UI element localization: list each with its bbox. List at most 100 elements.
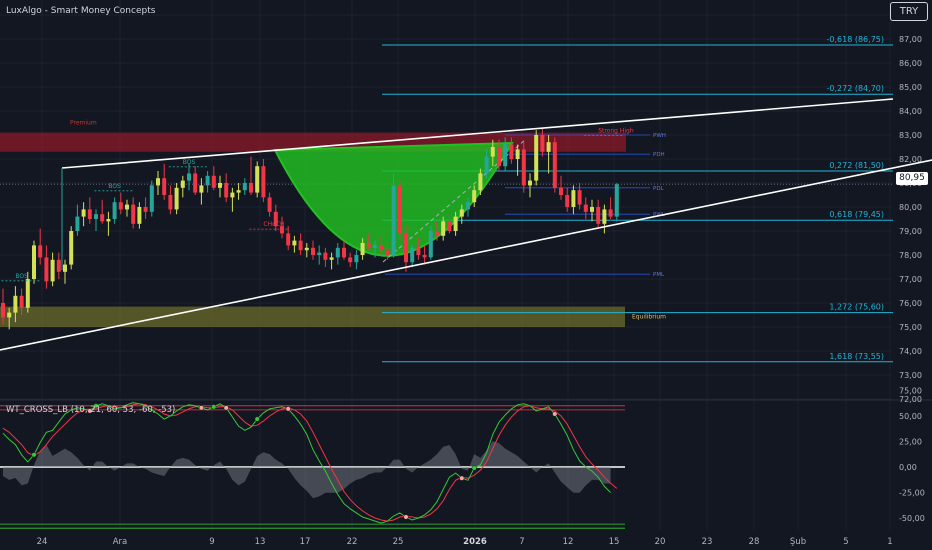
candle-body[interactable]	[187, 173, 191, 181]
wedge-upper-line[interactable]	[61, 98, 894, 169]
candle-body[interactable]	[614, 184, 619, 217]
candle-body[interactable]	[249, 183, 253, 193]
wt2-line[interactable]	[2, 403, 618, 522]
candle-body[interactable]	[602, 209, 607, 224]
candle-body[interactable]	[435, 231, 439, 236]
candle-body[interactable]	[571, 190, 576, 207]
candle-body[interactable]	[112, 202, 117, 219]
candle-body[interactable]	[230, 192, 235, 198]
candle-body[interactable]	[255, 166, 260, 193]
candle-body[interactable]	[329, 257, 334, 260]
candle-body[interactable]	[391, 185, 396, 255]
candle-body[interactable]	[273, 211, 278, 227]
candle-body[interactable]	[385, 250, 390, 255]
candle-body[interactable]	[13, 295, 18, 313]
candle-body[interactable]	[366, 243, 371, 248]
candle-body[interactable]	[106, 219, 111, 222]
candle-body[interactable]	[410, 247, 415, 263]
candle-body[interactable]	[1, 303, 5, 318]
candle-body[interactable]	[428, 231, 433, 258]
candle-body[interactable]	[552, 142, 557, 188]
candle-body[interactable]	[118, 202, 123, 210]
candle-body[interactable]	[546, 142, 551, 152]
candle-body[interactable]	[422, 255, 427, 258]
candle-body[interactable]	[75, 216, 80, 231]
candles[interactable]	[1, 127, 619, 330]
candle-body[interactable]	[25, 279, 30, 308]
candle-body[interactable]	[590, 207, 594, 212]
candle-body[interactable]	[298, 240, 303, 251]
candle-body[interactable]	[459, 209, 464, 217]
candle-body[interactable]	[193, 173, 198, 193]
candle-body[interactable]	[19, 295, 24, 308]
candle-body[interactable]	[509, 144, 514, 159]
candle-body[interactable]	[100, 214, 105, 222]
candle-body[interactable]	[416, 247, 421, 255]
currency-button[interactable]: TRY	[890, 2, 928, 21]
candle-body[interactable]	[7, 312, 12, 318]
candle-body[interactable]	[515, 149, 520, 159]
candle-body[interactable]	[156, 178, 160, 186]
candle-body[interactable]	[211, 175, 216, 188]
candle-body[interactable]	[559, 187, 563, 195]
candle-body[interactable]	[354, 255, 359, 263]
candle-body[interactable]	[292, 240, 297, 246]
candle-body[interactable]	[528, 180, 532, 186]
candle-body[interactable]	[224, 183, 229, 198]
candle-body[interactable]	[484, 156, 489, 174]
candle-body[interactable]	[317, 252, 322, 255]
candle-body[interactable]	[168, 195, 173, 210]
candle-body[interactable]	[441, 221, 446, 236]
candle-body[interactable]	[304, 247, 309, 251]
candle-body[interactable]	[608, 209, 613, 217]
candle-body[interactable]	[348, 257, 353, 263]
candle-body[interactable]	[478, 173, 483, 191]
candle-body[interactable]	[87, 209, 92, 219]
candle-body[interactable]	[205, 175, 210, 186]
candle-body[interactable]	[218, 183, 222, 188]
candle-body[interactable]	[577, 190, 582, 205]
candle-body[interactable]	[261, 166, 266, 198]
candle-body[interactable]	[373, 245, 377, 248]
candle-body[interactable]	[335, 247, 340, 258]
wedge-lines[interactable]	[0, 98, 932, 351]
candle-body[interactable]	[44, 257, 49, 282]
candle-body[interactable]	[267, 197, 272, 212]
candle-body[interactable]	[497, 147, 501, 167]
candle-body[interactable]	[596, 207, 601, 224]
candle-body[interactable]	[137, 207, 142, 224]
candle-body[interactable]	[242, 183, 247, 191]
wedge-lower-line[interactable]	[0, 159, 932, 351]
candle-body[interactable]	[94, 214, 98, 219]
candle-body[interactable]	[565, 195, 570, 207]
candle-body[interactable]	[379, 245, 384, 251]
candle-body[interactable]	[199, 185, 204, 193]
candle-body[interactable]	[174, 187, 179, 210]
candle-body[interactable]	[472, 190, 477, 203]
candle-body[interactable]	[521, 149, 526, 186]
candle-body[interactable]	[583, 204, 588, 212]
candle-body[interactable]	[311, 247, 315, 255]
candle-body[interactable]	[490, 147, 495, 157]
candle-body[interactable]	[503, 144, 508, 167]
candle-body[interactable]	[342, 247, 346, 258]
oscillator-pane[interactable]	[0, 402, 625, 529]
candle-body[interactable]	[180, 180, 185, 188]
candle-body[interactable]	[360, 243, 365, 255]
candle-body[interactable]	[397, 185, 402, 234]
candle-body[interactable]	[63, 264, 67, 272]
candle-body[interactable]	[447, 221, 452, 231]
candle-body[interactable]	[466, 202, 470, 210]
candle-body[interactable]	[143, 207, 148, 212]
candle-body[interactable]	[236, 190, 241, 193]
candle-body[interactable]	[149, 185, 154, 212]
candle-body[interactable]	[540, 135, 545, 152]
candle-body[interactable]	[286, 233, 291, 246]
candle-body[interactable]	[534, 135, 539, 181]
wt1-line[interactable]	[2, 402, 611, 524]
candle-body[interactable]	[125, 204, 129, 210]
candle-body[interactable]	[38, 245, 43, 258]
candle-body[interactable]	[81, 209, 86, 217]
candle-body[interactable]	[32, 245, 36, 279]
